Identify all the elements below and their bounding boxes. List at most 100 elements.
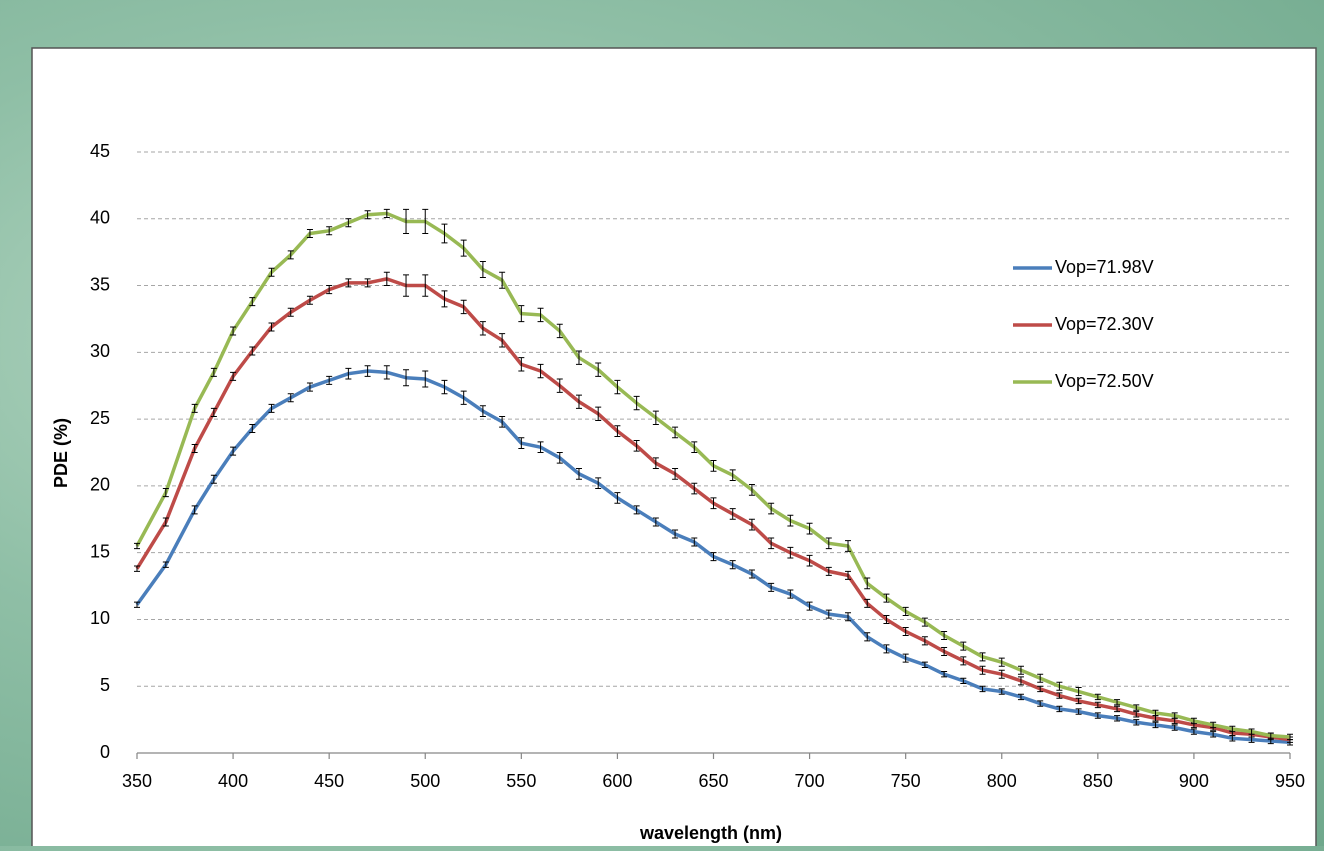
x-tick-label: 550	[506, 771, 536, 791]
error-bar	[960, 677, 967, 685]
error-bar	[825, 609, 832, 619]
x-tick-label: 500	[410, 771, 440, 791]
error-bar	[1037, 700, 1044, 707]
error-bar	[287, 307, 294, 317]
error-bar	[230, 446, 237, 456]
error-bar	[595, 406, 602, 421]
error-bar	[1114, 705, 1121, 713]
error-bar	[345, 218, 352, 228]
error-bar	[422, 274, 429, 297]
error-bar	[1152, 709, 1159, 717]
error-bar	[595, 477, 602, 490]
error-bar	[1229, 725, 1236, 733]
error-bar	[518, 305, 525, 323]
error-bar	[979, 652, 986, 662]
error-bar	[1152, 721, 1159, 729]
error-bar	[691, 537, 698, 547]
error-bar	[1075, 708, 1082, 715]
error-bar	[1171, 724, 1178, 731]
error-bar	[787, 546, 794, 559]
y-tick-label: 15	[90, 541, 110, 561]
error-bar	[633, 505, 640, 515]
error-bar	[518, 357, 525, 372]
error-bar	[287, 393, 294, 403]
error-bar	[633, 439, 640, 452]
error-bar	[249, 346, 256, 356]
error-bar	[306, 228, 313, 238]
error-bar	[460, 239, 467, 257]
error-bar	[941, 630, 948, 640]
error-bar	[710, 497, 717, 510]
error-bar	[364, 365, 371, 377]
error-bar	[345, 278, 352, 288]
x-tick-label: 600	[602, 771, 632, 791]
error-bar	[1171, 712, 1178, 719]
error-bar	[960, 641, 967, 651]
error-bar	[787, 514, 794, 527]
error-bar	[191, 505, 198, 515]
error-bar	[162, 561, 169, 568]
error-bar	[748, 518, 755, 531]
error-bar	[1056, 692, 1063, 699]
error-bar	[403, 274, 410, 297]
error-bar	[1114, 699, 1121, 706]
error-bar	[921, 617, 928, 627]
error-bar	[162, 488, 169, 498]
error-bar	[1037, 673, 1044, 683]
x-tick-label: 800	[987, 771, 1017, 791]
error-bar	[556, 452, 563, 464]
error-bar	[1075, 687, 1082, 697]
error-bar	[845, 612, 852, 622]
y-tick-label: 25	[90, 408, 110, 428]
error-bar	[556, 378, 563, 393]
error-bar	[652, 457, 659, 470]
error-bar	[845, 570, 852, 580]
error-bar	[134, 565, 140, 572]
error-bar	[460, 390, 467, 405]
error-bar	[710, 552, 717, 562]
error-bar	[556, 323, 563, 339]
error-bar	[575, 350, 582, 365]
legend-label: Vop=72.30V	[1055, 314, 1154, 334]
error-bar	[941, 671, 948, 678]
error-bar	[1094, 712, 1101, 719]
error-bar	[902, 626, 909, 636]
error-bar	[268, 322, 275, 332]
error-bar	[672, 426, 679, 439]
error-bar	[748, 484, 755, 496]
error-bar	[460, 299, 467, 315]
error-bar	[1056, 705, 1063, 713]
error-bar	[306, 382, 313, 392]
error-bar	[806, 522, 813, 535]
x-tick-label: 700	[795, 771, 825, 791]
error-bar	[537, 363, 544, 379]
error-bar	[499, 415, 506, 428]
error-bar	[1210, 731, 1217, 738]
error-bar	[422, 208, 429, 234]
error-bar	[230, 371, 237, 381]
error-bar	[383, 271, 390, 287]
error-bar	[902, 606, 909, 616]
error-bar	[921, 636, 928, 646]
error-bar	[441, 223, 448, 244]
error-bar	[364, 278, 371, 288]
error-bar	[883, 644, 890, 654]
error-bar	[1133, 711, 1140, 718]
error-bar	[441, 290, 448, 308]
error-bar	[537, 441, 544, 453]
error-bar	[191, 403, 198, 413]
error-bar	[422, 370, 429, 388]
error-bar	[768, 582, 775, 592]
error-bar	[1248, 728, 1255, 735]
series-line	[135, 369, 1291, 745]
y-tick-label: 45	[90, 141, 110, 161]
error-bar	[864, 632, 871, 642]
error-bar	[326, 226, 333, 236]
error-bar	[864, 577, 871, 590]
error-bar	[710, 460, 717, 472]
error-bar	[768, 502, 775, 515]
error-bar	[326, 375, 333, 385]
error-bar	[479, 405, 486, 417]
y-tick-label: 30	[90, 341, 110, 361]
